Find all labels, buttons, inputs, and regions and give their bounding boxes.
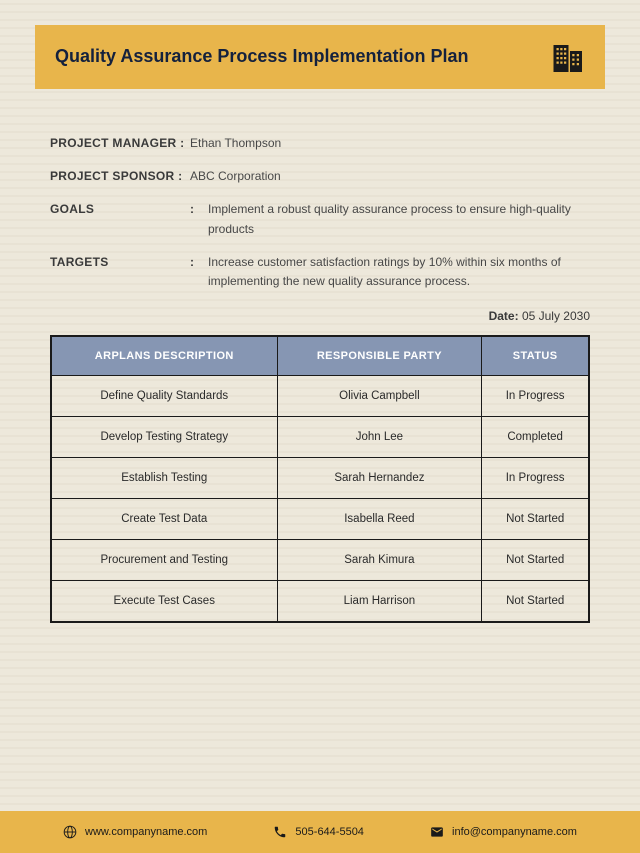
cell-responsible: Sarah Kimura <box>277 540 482 581</box>
cell-status: In Progress <box>482 376 589 417</box>
meta-value: Ethan Thompson <box>190 134 590 153</box>
cell-description: Procurement and Testing <box>51 540 277 581</box>
meta-label: PROJECT SPONSOR : <box>50 167 190 186</box>
footer-website: www.companyname.com <box>63 825 207 839</box>
date-label: Date: <box>489 309 519 323</box>
col-status: STATUS <box>482 336 589 376</box>
title-bar: Quality Assurance Process Implementation… <box>35 25 605 89</box>
cell-status: Not Started <box>482 581 589 623</box>
meta-label: TARGETS <box>50 253 190 291</box>
project-meta: PROJECT MANAGER : Ethan Thompson PROJECT… <box>50 134 590 291</box>
cell-description: Develop Testing Strategy <box>51 417 277 458</box>
meta-value: Increase customer satisfaction ratings b… <box>208 253 590 291</box>
cell-status: In Progress <box>482 458 589 499</box>
mail-icon <box>430 825 444 839</box>
cell-responsible: Olivia Campbell <box>277 376 482 417</box>
meta-row-project-manager: PROJECT MANAGER : Ethan Thompson <box>50 134 590 153</box>
meta-colon: : <box>190 253 208 291</box>
date-value: 05 July 2030 <box>522 309 590 323</box>
table-row: Execute Test Cases Liam Harrison Not Sta… <box>51 581 589 623</box>
meta-row-targets: TARGETS : Increase customer satisfaction… <box>50 253 590 291</box>
footer-email: info@companyname.com <box>430 825 577 839</box>
cell-responsible: Liam Harrison <box>277 581 482 623</box>
cell-description: Define Quality Standards <box>51 376 277 417</box>
table-row: Develop Testing Strategy John Lee Comple… <box>51 417 589 458</box>
col-responsible: RESPONSIBLE PARTY <box>277 336 482 376</box>
buildings-icon <box>549 39 585 75</box>
table-row: Create Test Data Isabella Reed Not Start… <box>51 499 589 540</box>
table-row: Procurement and Testing Sarah Kimura Not… <box>51 540 589 581</box>
page-title: Quality Assurance Process Implementation… <box>55 45 468 68</box>
plan-table: ARPLANS DESCRIPTION RESPONSIBLE PARTY ST… <box>50 335 590 623</box>
meta-colon: : <box>190 200 208 238</box>
meta-value: ABC Corporation <box>190 167 590 186</box>
phone-icon <box>273 825 287 839</box>
meta-row-goals: GOALS : Implement a robust quality assur… <box>50 200 590 238</box>
table-body: Define Quality Standards Olivia Campbell… <box>51 376 589 623</box>
meta-label: PROJECT MANAGER : <box>50 134 190 153</box>
cell-responsible: Sarah Hernandez <box>277 458 482 499</box>
meta-row-project-sponsor: PROJECT SPONSOR : ABC Corporation <box>50 167 590 186</box>
globe-icon <box>63 825 77 839</box>
cell-status: Completed <box>482 417 589 458</box>
footer-phone: 505-644-5504 <box>273 825 364 839</box>
meta-value: Implement a robust quality assurance pro… <box>208 200 590 238</box>
table-row: Define Quality Standards Olivia Campbell… <box>51 376 589 417</box>
footer-bar: www.companyname.com 505-644-5504 info@co… <box>0 811 640 853</box>
cell-status: Not Started <box>482 499 589 540</box>
table-header-row: ARPLANS DESCRIPTION RESPONSIBLE PARTY ST… <box>51 336 589 376</box>
cell-description: Create Test Data <box>51 499 277 540</box>
cell-description: Execute Test Cases <box>51 581 277 623</box>
table-row: Establish Testing Sarah Hernandez In Pro… <box>51 458 589 499</box>
cell-description: Establish Testing <box>51 458 277 499</box>
cell-responsible: Isabella Reed <box>277 499 482 540</box>
cell-status: Not Started <box>482 540 589 581</box>
col-description: ARPLANS DESCRIPTION <box>51 336 277 376</box>
plan-table-wrap: ARPLANS DESCRIPTION RESPONSIBLE PARTY ST… <box>50 335 590 623</box>
cell-responsible: John Lee <box>277 417 482 458</box>
meta-label: GOALS <box>50 200 190 238</box>
date-line: Date: 05 July 2030 <box>50 309 590 323</box>
